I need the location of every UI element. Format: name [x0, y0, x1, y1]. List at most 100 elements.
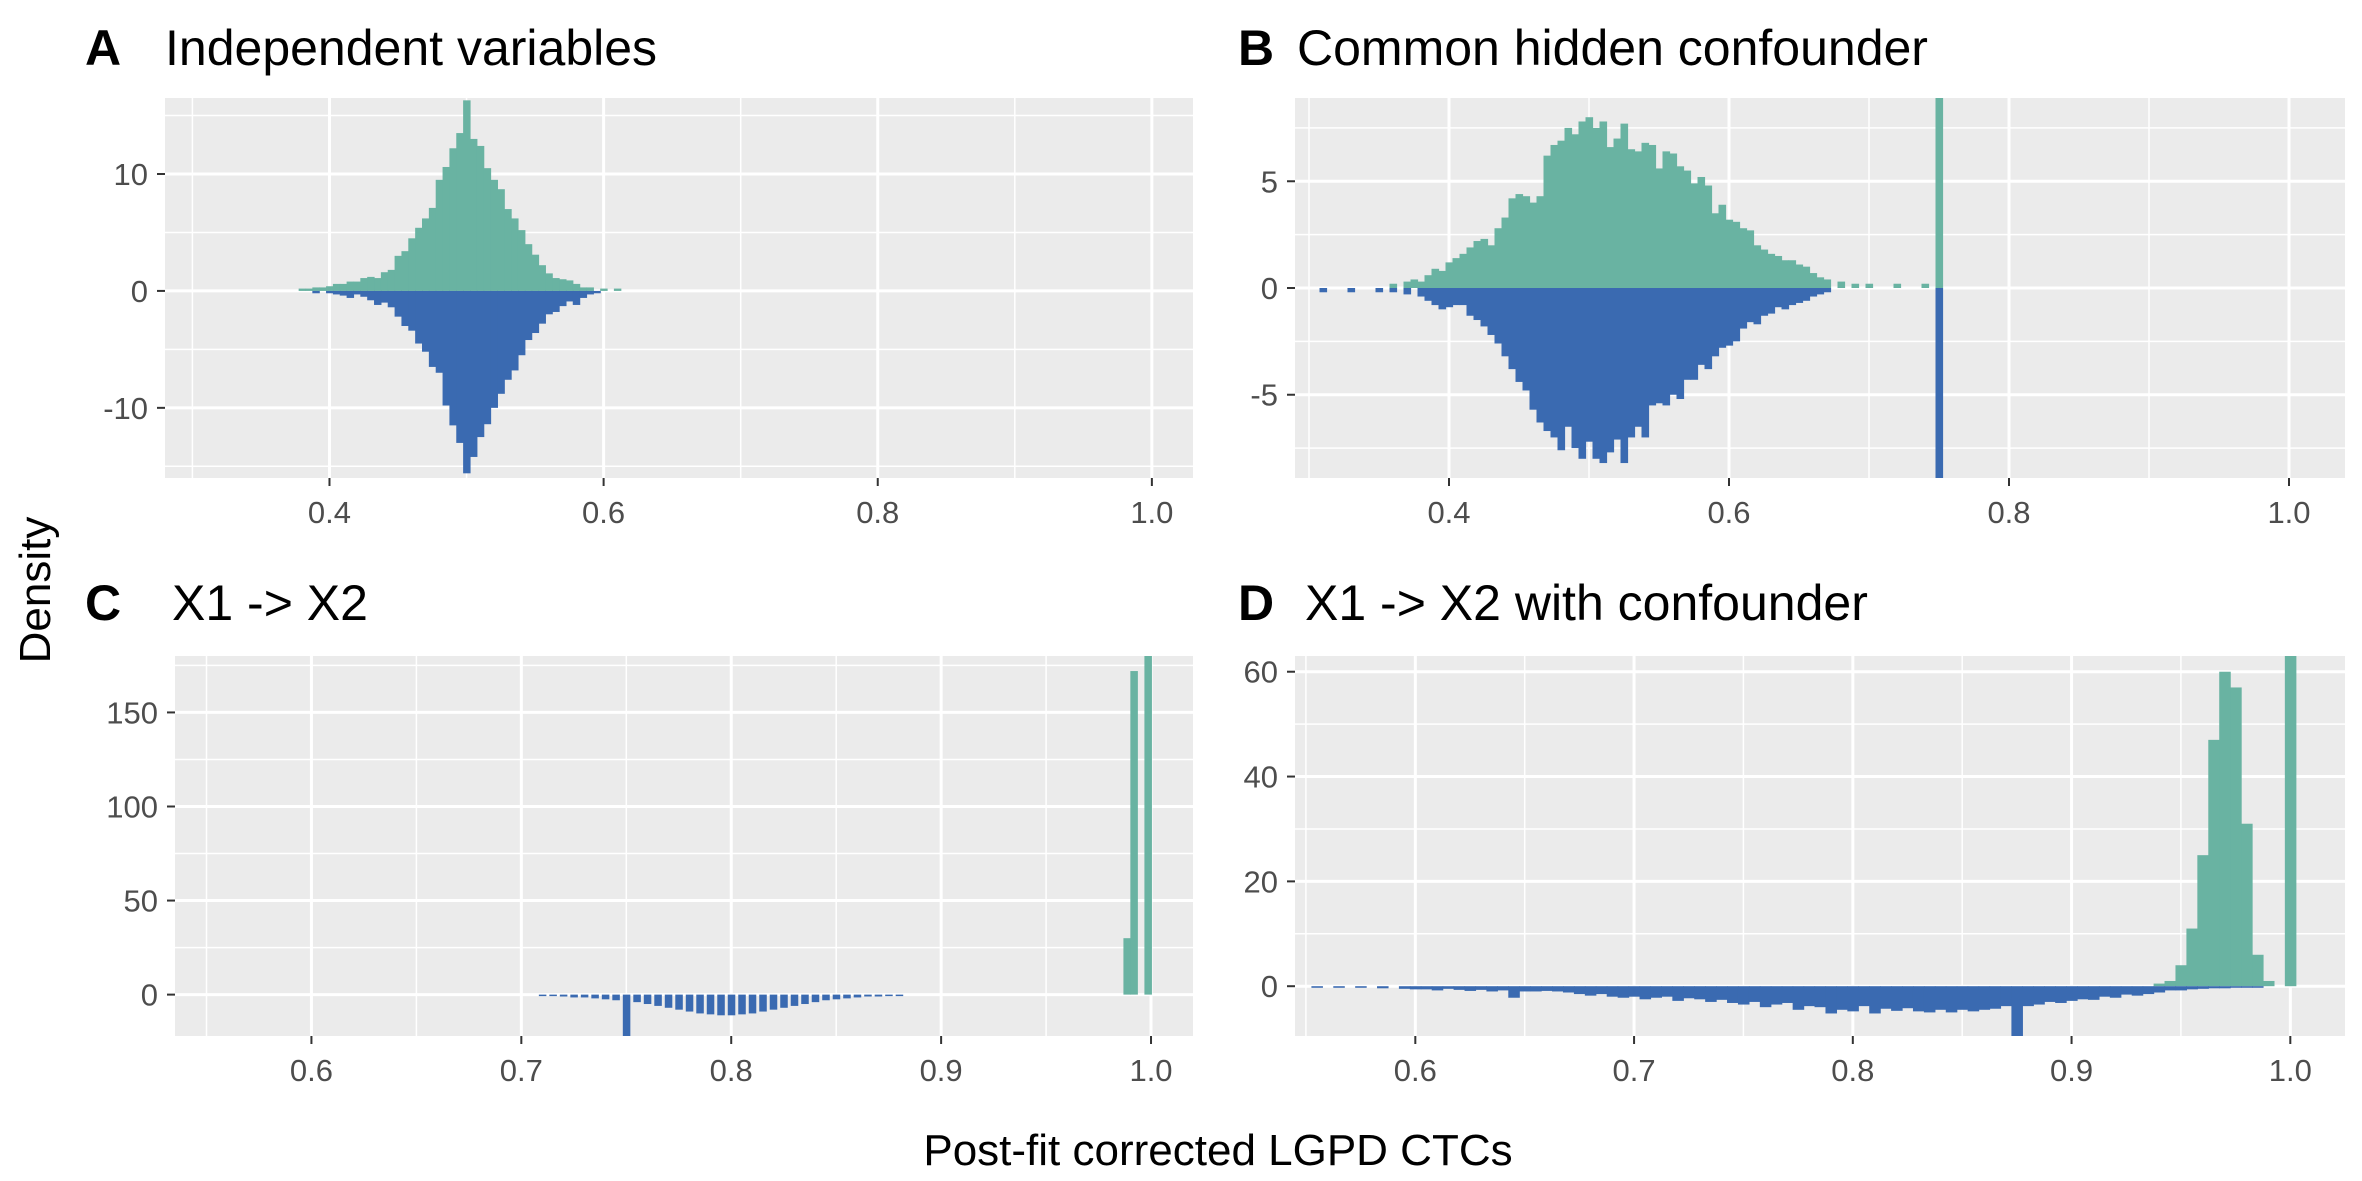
histogram-bar-lower	[586, 290, 594, 295]
x-tick-label: 0.8	[1987, 495, 2030, 530]
x-tick-label: 0.8	[856, 495, 899, 530]
histogram-bar-upper	[1655, 168, 1664, 288]
histogram-bar-lower	[1683, 288, 1692, 380]
histogram-bar-lower	[1770, 986, 1783, 1005]
histogram-bar-lower	[2011, 986, 2023, 1036]
histogram-bar-lower	[1880, 986, 1892, 1009]
histogram-bar-upper	[1606, 147, 1615, 288]
histogram-bar-lower	[1802, 288, 1811, 301]
histogram-bar-upper	[1774, 255, 1783, 288]
histogram-bar-upper	[1711, 213, 1720, 288]
histogram-bar-lower	[1934, 986, 1947, 1010]
histogram-bar-lower	[643, 994, 652, 1005]
histogram-bar-lower	[2000, 986, 2013, 1007]
histogram-bar-lower	[1661, 986, 1673, 997]
histogram-bar-lower	[374, 290, 382, 305]
x-tick-label: 0.8	[1831, 1053, 1874, 1088]
histogram-bar-lower	[1746, 288, 1755, 323]
histogram-bar-lower	[769, 994, 778, 1010]
histogram-bar-lower	[2197, 986, 2209, 989]
histogram-bar-upper	[1921, 283, 1930, 288]
histogram-bar-lower	[2044, 986, 2056, 1002]
histogram-bar-lower	[339, 290, 348, 296]
histogram-bar-upper	[1816, 277, 1825, 288]
histogram-bar-upper	[504, 209, 512, 291]
histogram-bar-lower	[380, 290, 389, 303]
histogram-bar-lower	[1459, 288, 1468, 306]
histogram-bar-upper	[449, 148, 457, 291]
histogram-bar-upper	[1739, 228, 1748, 288]
histogram-bar-lower	[1473, 288, 1482, 321]
histogram-bar-upper	[1592, 127, 1601, 289]
y-tick-label: -5	[1250, 378, 1278, 413]
histogram-bar-upper	[1599, 121, 1608, 288]
histogram-bar-lower	[622, 994, 631, 1036]
histogram-bar-upper	[394, 255, 403, 291]
histogram-bar-lower	[1978, 986, 1991, 1010]
histogram-bar-upper	[1564, 127, 1573, 289]
y-axis-title: Density	[11, 517, 60, 664]
histogram-bar-lower	[1375, 288, 1384, 293]
histogram-bar-upper	[1837, 281, 1846, 288]
histogram-bar-lower	[1599, 288, 1608, 464]
histogram-bar-upper	[497, 189, 505, 291]
histogram-bar-lower	[1718, 288, 1727, 348]
histogram-bar-lower	[727, 994, 736, 1016]
histogram-bar-lower	[312, 290, 320, 294]
histogram-bar-upper	[1718, 204, 1727, 288]
histogram-bar-lower	[1847, 986, 1859, 1012]
histogram-bar-lower	[780, 994, 788, 1008]
histogram-bar-lower	[442, 290, 451, 406]
histogram-bar-lower	[559, 994, 568, 997]
histogram-bar-lower	[1795, 288, 1804, 303]
histogram-bar-upper	[1515, 194, 1524, 288]
y-tick-label: 5	[1261, 164, 1278, 199]
histogram-bar-upper	[2208, 739, 2220, 987]
histogram-bar-lower	[1825, 986, 1838, 1014]
histogram-bar-upper	[1851, 283, 1860, 288]
histogram-bar-lower	[1672, 986, 1684, 1001]
histogram-bar-lower	[1617, 986, 1630, 998]
panel-d: 0.6 0.7 0.8 0.9 1.0 0 20 40 60 D X1 -> X2 with con…	[1238, 575, 2345, 1088]
histogram-bar-lower	[1683, 986, 1695, 999]
histogram-bar-upper	[2186, 928, 2198, 987]
histogram-bar-upper	[1410, 279, 1419, 288]
histogram-bar-upper	[1767, 253, 1776, 288]
histogram-bar-lower	[511, 290, 519, 371]
histogram-bar-lower	[1562, 986, 1575, 993]
histogram-bar-lower	[538, 290, 546, 324]
histogram-bar-lower	[2175, 986, 2188, 991]
histogram-bar-lower	[1732, 288, 1741, 342]
x-tick-label: 0.6	[290, 1053, 333, 1088]
histogram-bar-lower	[675, 994, 683, 1010]
histogram-bar-lower	[1571, 288, 1580, 449]
histogram-bar-upper	[305, 288, 313, 291]
histogram-bar-upper	[2284, 656, 2297, 987]
histogram-bar-upper	[1935, 98, 1944, 288]
histogram-bar-lower	[415, 290, 423, 344]
histogram-bar-lower	[2066, 986, 2078, 1001]
histogram-bar-lower	[1781, 288, 1790, 310]
histogram-bar-upper	[2230, 687, 2242, 987]
histogram-bar-lower	[1739, 288, 1748, 329]
histogram-bar-lower	[1541, 986, 1553, 991]
histogram-bar-lower	[601, 994, 610, 1000]
histogram-bar-upper	[1648, 144, 1657, 288]
histogram-bar-lower	[1759, 986, 1772, 1008]
histogram-bar-lower	[1452, 288, 1461, 306]
histogram-bar-lower	[2164, 986, 2177, 991]
histogram-bar-upper	[1823, 279, 1832, 288]
histogram-bar-lower	[1409, 986, 1422, 990]
histogram-bar-lower	[572, 290, 581, 305]
histogram-bar-lower	[346, 290, 355, 298]
histogram-bar-lower	[449, 290, 457, 426]
histogram-bar-lower	[1606, 288, 1615, 453]
histogram-bar-upper	[1452, 258, 1461, 288]
histogram-bar-lower	[2033, 986, 2045, 1005]
histogram-bar-lower	[422, 290, 430, 352]
histogram-bar-lower	[593, 290, 601, 294]
histogram-bar-upper	[1508, 198, 1517, 288]
histogram-bar-lower	[463, 290, 471, 474]
histogram-bar-lower	[1767, 288, 1776, 314]
histogram-bar-lower	[822, 994, 830, 1001]
